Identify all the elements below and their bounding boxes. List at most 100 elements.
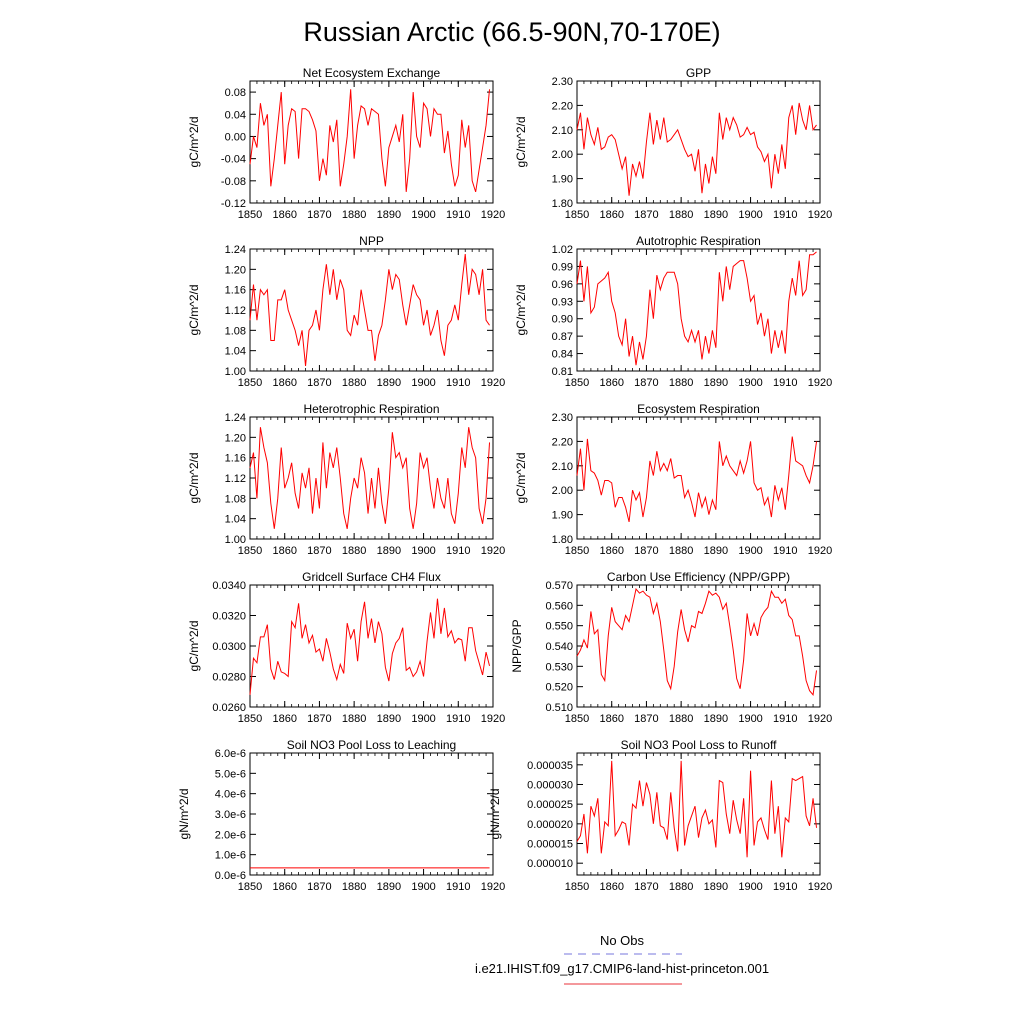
panel-title: Ecosystem Respiration — [637, 402, 760, 416]
x-tick-label: 1890 — [704, 881, 728, 893]
y-tick-label: 2.0e-6 — [215, 829, 246, 841]
y-axis-label: gC/m^2/d — [187, 117, 201, 168]
y-axis-label: gN/m^2/d — [177, 789, 191, 840]
y-axis-label: gC/m^2/d — [187, 285, 201, 336]
x-tick-label: 1860 — [599, 545, 623, 557]
x-tick-label: 1900 — [738, 881, 762, 893]
x-tick-label: 1890 — [704, 545, 728, 557]
x-tick-label: 1850 — [238, 377, 262, 389]
y-tick-label: 0.000020 — [527, 819, 573, 831]
y-tick-label: 1.90 — [552, 174, 573, 186]
y-tick-label: 1.04 — [225, 514, 246, 526]
y-tick-label: 1.90 — [552, 510, 573, 522]
series-line-soil-no3-pool-loss-to-runoff — [576, 760, 818, 858]
x-tick-label: 1900 — [411, 881, 435, 893]
y-tick-label: 0.04 — [225, 109, 246, 121]
x-tick-label: 1880 — [669, 545, 693, 557]
x-tick-label: 1910 — [446, 545, 470, 557]
x-tick-label: 1920 — [481, 209, 505, 221]
x-tick-label: 1900 — [411, 545, 435, 557]
y-tick-label: 1.24 — [225, 412, 246, 424]
x-tick-label: 1900 — [411, 209, 435, 221]
x-tick-label: 1870 — [634, 713, 658, 725]
panel-title: GPP — [686, 66, 711, 80]
y-tick-label: 0.000015 — [527, 839, 573, 851]
y-tick-label: 0.08 — [225, 87, 246, 99]
panel-grid: Net Ecosystem Exchange gC/m^2/d 1850 1860 18… — [177, 66, 832, 893]
x-tick-label: 1860 — [599, 209, 623, 221]
series-line-net-ecosystem-exchange — [249, 89, 491, 193]
x-tick-label: 1850 — [565, 377, 589, 389]
x-tick-label: 1870 — [634, 881, 658, 893]
y-tick-label: 1.24 — [225, 244, 246, 256]
y-tick-label: 0.510 — [545, 702, 573, 714]
panel-title: NPP — [359, 234, 384, 248]
panel-soil-no3-pool-loss-to-leaching: Soil NO3 Pool Loss to Leaching gN/m^2/d 18… — [177, 738, 505, 893]
x-tick-label: 1870 — [307, 713, 331, 725]
y-tick-label: 0.0280 — [212, 672, 246, 684]
x-tick-label: 1850 — [238, 881, 262, 893]
panel-title: Autotrophic Respiration — [636, 234, 761, 248]
legend-label-run: i.e21.IHIST.f09_g17.CMIP6-land-hist-prin… — [475, 961, 769, 976]
x-tick-label: 1910 — [446, 713, 470, 725]
x-tick-label: 1860 — [599, 713, 623, 725]
x-tick-label: 1850 — [238, 545, 262, 557]
panel-title: Gridcell Surface CH4 Flux — [302, 570, 441, 584]
panel-gpp: GPP gC/m^2/d 1850 1860 1870 1880 1890 1900 1910 1… — [514, 66, 832, 221]
panel-title: Soil NO3 Pool Loss to Runoff — [621, 738, 778, 752]
x-tick-label: 1860 — [272, 881, 296, 893]
x-tick-label: 1890 — [377, 377, 401, 389]
x-tick-label: 1920 — [808, 881, 832, 893]
y-tick-label: 0.0340 — [212, 580, 246, 592]
x-tick-label: 1860 — [272, 377, 296, 389]
x-tick-label: 1880 — [669, 881, 693, 893]
y-tick-label: 4.0e-6 — [215, 789, 246, 801]
y-tick-label: 1.08 — [225, 493, 246, 505]
y-tick-label: 1.0e-6 — [215, 850, 246, 862]
x-tick-label: 1920 — [808, 545, 832, 557]
y-tick-label: 1.16 — [225, 453, 246, 465]
y-tick-label: 0.0300 — [212, 641, 246, 653]
y-axis-label: NPP/GPP — [510, 619, 524, 672]
y-tick-label: 0.0e-6 — [215, 870, 246, 882]
y-tick-label: 2.00 — [552, 485, 573, 497]
y-tick-label: 1.80 — [552, 198, 573, 210]
y-tick-label: 0.84 — [552, 349, 573, 361]
x-tick-label: 1920 — [808, 209, 832, 221]
series-line-carbon-use-efficiency-npp-gpp — [576, 587, 818, 696]
x-tick-label: 1890 — [377, 713, 401, 725]
x-tick-label: 1910 — [773, 713, 797, 725]
series-line-gridcell-surface-ch4-flux — [249, 598, 491, 695]
y-tick-label: 0.570 — [545, 580, 573, 592]
y-tick-label: 0.530 — [545, 661, 573, 673]
x-tick-label: 1910 — [773, 377, 797, 389]
y-tick-label: 0.000010 — [527, 858, 573, 870]
plot-frame — [576, 248, 821, 372]
panel-title: Soil NO3 Pool Loss to Leaching — [287, 738, 456, 752]
x-tick-label: 1910 — [446, 881, 470, 893]
y-tick-label: 1.02 — [552, 244, 573, 256]
x-tick-label: 1910 — [773, 209, 797, 221]
x-tick-label: 1850 — [565, 713, 589, 725]
x-tick-label: 1870 — [307, 209, 331, 221]
x-tick-label: 1880 — [669, 713, 693, 725]
x-tick-label: 1880 — [342, 713, 366, 725]
x-tick-label: 1880 — [342, 209, 366, 221]
y-tick-label: 0.90 — [552, 314, 573, 326]
y-tick-label: 2.20 — [552, 436, 573, 448]
y-tick-label: 1.00 — [225, 534, 246, 546]
y-tick-label: 1.04 — [225, 346, 246, 358]
x-tick-label: 1870 — [307, 377, 331, 389]
panel-net-ecosystem-exchange: Net Ecosystem Exchange gC/m^2/d 1850 1860 18… — [187, 66, 505, 221]
y-tick-label: 2.10 — [552, 461, 573, 473]
y-tick-label: 1.00 — [225, 366, 246, 378]
y-tick-label: 0.96 — [552, 279, 573, 291]
x-tick-label: 1850 — [238, 209, 262, 221]
y-tick-label: 0.87 — [552, 331, 573, 343]
y-tick-label: 2.10 — [552, 125, 573, 137]
series-line-ecosystem-respiration — [576, 436, 818, 523]
x-tick-label: 1860 — [272, 545, 296, 557]
y-axis-label: gC/m^2/d — [187, 453, 201, 504]
x-tick-label: 1850 — [565, 209, 589, 221]
